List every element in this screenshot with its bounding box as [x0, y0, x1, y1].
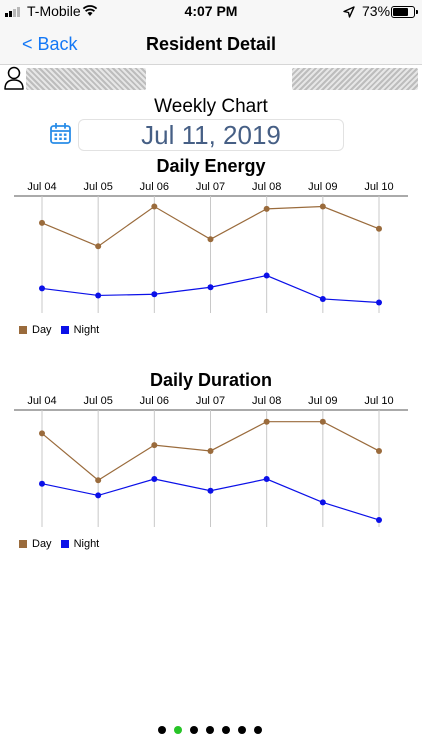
x-tick-label: Jul 04 [27, 395, 56, 407]
day-legend-swatch [19, 326, 27, 334]
night-data-point [376, 299, 382, 306]
day-data-point [263, 418, 270, 425]
night-data-point [151, 476, 158, 483]
page-title: Resident Detail [145, 34, 277, 54]
day-data-point [39, 430, 45, 437]
night-legend-label: Night [73, 538, 100, 550]
day-data-point [319, 203, 326, 210]
day-legend-label: Day [32, 538, 52, 550]
day-data-point [207, 447, 214, 454]
daily-energy-legend: Day Night [19, 324, 108, 336]
night-data-point [207, 487, 214, 494]
x-tick-label: Jul 07 [196, 181, 225, 193]
page-dot[interactable] [174, 726, 182, 734]
weekly-chart-title: Weekly Chart [154, 96, 268, 117]
daily-duration-title: Daily Duration [149, 370, 273, 390]
night-data-point [319, 499, 326, 506]
day-data-point [376, 225, 382, 232]
person-icon [4, 66, 24, 90]
day-data-point [263, 205, 270, 212]
day-data-point [39, 219, 45, 226]
day-data-point [151, 442, 158, 449]
night-data-point [95, 492, 102, 499]
day-data-point [95, 243, 102, 250]
x-tick-label: Jul 08 [252, 395, 281, 407]
x-tick-label: Jul 10 [364, 395, 393, 407]
page-dot[interactable] [206, 726, 214, 734]
clock: 4:07 PM [184, 3, 238, 19]
day-data-point [207, 236, 214, 243]
x-tick-label: Jul 04 [27, 181, 56, 193]
night-data-point [263, 476, 270, 483]
night-data-point [95, 292, 102, 299]
navigation-bar: < Back Resident Detail [0, 24, 422, 65]
x-tick-label: Jul 05 [83, 395, 112, 407]
x-tick-label: Jul 06 [140, 395, 169, 407]
night-data-point [151, 291, 158, 298]
calendar-icon[interactable] [50, 123, 71, 144]
daily-duration-legend: Day Night [19, 538, 108, 550]
night-data-point [319, 295, 326, 302]
night-legend-swatch [60, 540, 69, 548]
battery-percentage: 73% [362, 3, 391, 19]
status-bar: T-Mobile 4:07 PM 73% [0, 0, 422, 24]
x-tick-label: Jul 09 [308, 181, 337, 193]
night-legend-swatch [60, 326, 69, 334]
page-dot[interactable] [254, 726, 262, 734]
night-legend-label: Night [73, 324, 100, 336]
wifi-icon [82, 5, 98, 16]
daily-energy-title: Daily Energy [156, 156, 266, 176]
battery-icon [391, 6, 418, 18]
page-indicator[interactable] [158, 726, 262, 734]
x-tick-label: Jul 05 [83, 181, 112, 193]
night-data-point [207, 284, 214, 291]
day-data-point [376, 447, 382, 454]
x-tick-label: Jul 09 [308, 395, 337, 407]
night-data-point [39, 480, 45, 487]
location-arrow-icon [343, 6, 355, 18]
page-dot[interactable] [222, 726, 230, 734]
x-tick-label: Jul 07 [196, 395, 225, 407]
day-legend-swatch [19, 540, 27, 548]
day-data-point [95, 477, 102, 484]
page-dot[interactable] [190, 726, 198, 734]
night-data-point [376, 516, 382, 523]
page-dot[interactable] [158, 726, 166, 734]
signal-strength-icon [5, 7, 20, 17]
page-dot[interactable] [238, 726, 246, 734]
daily-energy-chart: Jul 04 Jul 05 Jul 06 Jul 07 Jul 08 Jul 09 Jul … [14, 181, 408, 313]
redacted-resident-name [26, 68, 146, 90]
date-picker-field[interactable]: Jul 11, 2019 [78, 119, 344, 151]
x-tick-label: Jul 06 [140, 181, 169, 193]
back-button[interactable]: < Back [22, 34, 78, 54]
carrier-label: T-Mobile [27, 3, 81, 19]
night-data-point [263, 272, 270, 279]
day-data-point [319, 418, 326, 425]
redacted-resident-info [292, 68, 418, 90]
day-data-point [151, 203, 158, 210]
x-tick-label: Jul 10 [364, 181, 393, 193]
daily-duration-chart: Jul 04 Jul 05 Jul 06 Jul 07 Jul 08 Jul 09 Jul … [14, 395, 408, 527]
x-tick-label: Jul 08 [252, 181, 281, 193]
day-legend-label: Day [32, 324, 52, 336]
night-data-point [39, 285, 45, 292]
